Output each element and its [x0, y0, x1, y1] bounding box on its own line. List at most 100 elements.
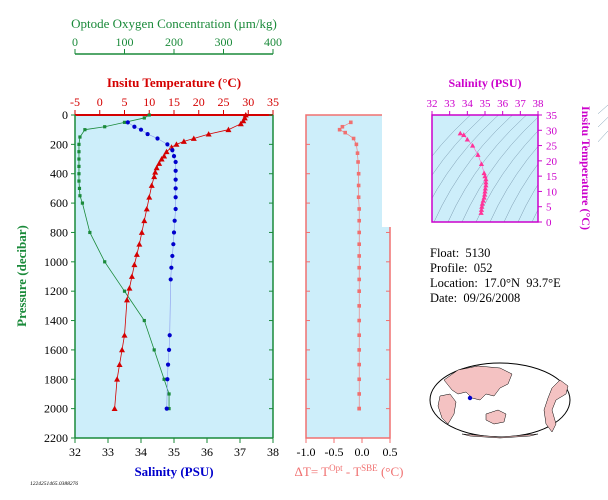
delta-point [357, 254, 361, 258]
temperature-point [131, 261, 138, 268]
ts-point [483, 176, 489, 182]
ts-temperature-title: Insitu Temperature (°C) [579, 106, 593, 230]
oxygen-series [77, 113, 171, 411]
salinity-point [173, 159, 178, 165]
temperature-tick-label: 35 [267, 95, 279, 109]
delta-point [357, 377, 361, 382]
temperature-point [126, 285, 133, 291]
delta-point [357, 207, 361, 211]
temperature-point [121, 332, 128, 338]
oxygen-tick-label: 200 [165, 35, 183, 49]
oxygen-point [152, 348, 156, 352]
pressure-tick-label: 1600 [44, 343, 68, 357]
temperature-tick-label: 0 [97, 95, 103, 109]
delta-point [356, 160, 360, 164]
temperature-tick-label: 10 [143, 95, 155, 109]
temperature-point [146, 194, 153, 200]
pressure-tick-label: 1000 [44, 255, 68, 269]
delta-point [357, 362, 361, 367]
salinity-point [165, 377, 170, 382]
temperature-point [152, 169, 159, 175]
salinity-point [166, 347, 172, 353]
delta-point [357, 304, 361, 308]
salinity-point [173, 177, 178, 182]
temperature-point [148, 182, 155, 188]
temperature-tick-label: 20 [193, 95, 205, 109]
oxygen-tick-label: 100 [116, 35, 134, 49]
ts-x-tick-label: 36 [497, 98, 509, 110]
ts-point [483, 179, 489, 185]
ts-y-tick-label: 30 [546, 125, 558, 137]
oxygen-point [142, 116, 146, 120]
salinity-point [164, 406, 169, 411]
ts-point [482, 185, 488, 191]
temperature-point [114, 376, 121, 382]
ts-x-tick-label: 38 [533, 98, 545, 110]
isopycnal-line [447, 104, 539, 223]
ts-y-tick-label: 5 [546, 202, 552, 214]
float-id-text: Float: 5130 [430, 246, 491, 260]
oxygen-point [78, 194, 82, 198]
temperature-point [143, 205, 150, 212]
pressure-tick-label: 400 [50, 167, 68, 181]
salinity-point [173, 206, 178, 212]
pressure-tick-label: 2200 [44, 431, 68, 445]
temperature-point [116, 361, 123, 367]
float-location-marker [467, 395, 473, 401]
temperature-point [153, 164, 160, 171]
salinity-point [171, 230, 177, 235]
oxygen-point [142, 318, 146, 323]
salinity-point [173, 195, 178, 200]
temperature-axis: -5 0 5 10 15 20 25 30 35 [70, 95, 279, 116]
delta-point [357, 348, 361, 352]
delta-point [337, 127, 342, 132]
salinity-point [172, 218, 177, 223]
salinity-point [171, 154, 177, 159]
ts-y-tick-label: 15 [546, 171, 558, 183]
salinity-tick-label: 32 [69, 445, 81, 459]
temperature-tick-label: -5 [70, 95, 80, 109]
delta-point [357, 265, 361, 270]
pressure-axis: 0 200 400 600 800 1000 1200 1400 1600 1800 2000 220… [44, 108, 274, 445]
temperature-point [138, 229, 145, 235]
oxygen-point [147, 113, 151, 117]
salinity-point [138, 127, 144, 132]
oxygen-point [77, 172, 81, 176]
ts-series [457, 130, 489, 215]
ts-point [483, 182, 489, 188]
temperature-point [128, 273, 135, 279]
map-land-africa [437, 393, 457, 425]
map-land-americas [543, 379, 569, 433]
ts-mask [382, 100, 432, 227]
temperature-series [111, 112, 249, 412]
delta-point [354, 142, 359, 147]
pressure-tick-label: 1800 [44, 372, 68, 386]
ts-point [482, 191, 488, 197]
oxygen-point [77, 157, 81, 161]
temperature-point [141, 217, 148, 224]
ts-y-tick-label: 0 [546, 217, 552, 229]
delta-point [357, 289, 361, 293]
ts-plot-area [432, 115, 538, 222]
delta-point [351, 136, 356, 141]
ts-x-tick-label: 33 [444, 98, 456, 110]
ts-x-tick-label: 35 [480, 98, 492, 110]
salinity-tick-label: 36 [201, 445, 213, 459]
salinity-series [125, 120, 178, 411]
salinity-point [173, 168, 178, 173]
delta-tick-label: 0.0 [355, 445, 370, 459]
ts-x-tick-label: 37 [515, 98, 527, 110]
ts-x-tick-label: 32 [427, 98, 438, 110]
oxygen-point [77, 179, 81, 183]
ts-point [457, 130, 463, 136]
delta-t-axis: -1.0 -0.5 0.0 0.5 [297, 114, 398, 459]
salinity-point [145, 131, 150, 137]
delta-point [349, 120, 353, 125]
pressure-tick-label: 800 [50, 225, 68, 239]
oxygen-point [77, 186, 82, 191]
oxygen-point [80, 201, 85, 205]
salinity-point [170, 148, 175, 153]
oxygen-axis-title: Optode Oxygen Concentration (µm/kg) [71, 16, 277, 31]
temperature-point [205, 131, 212, 137]
